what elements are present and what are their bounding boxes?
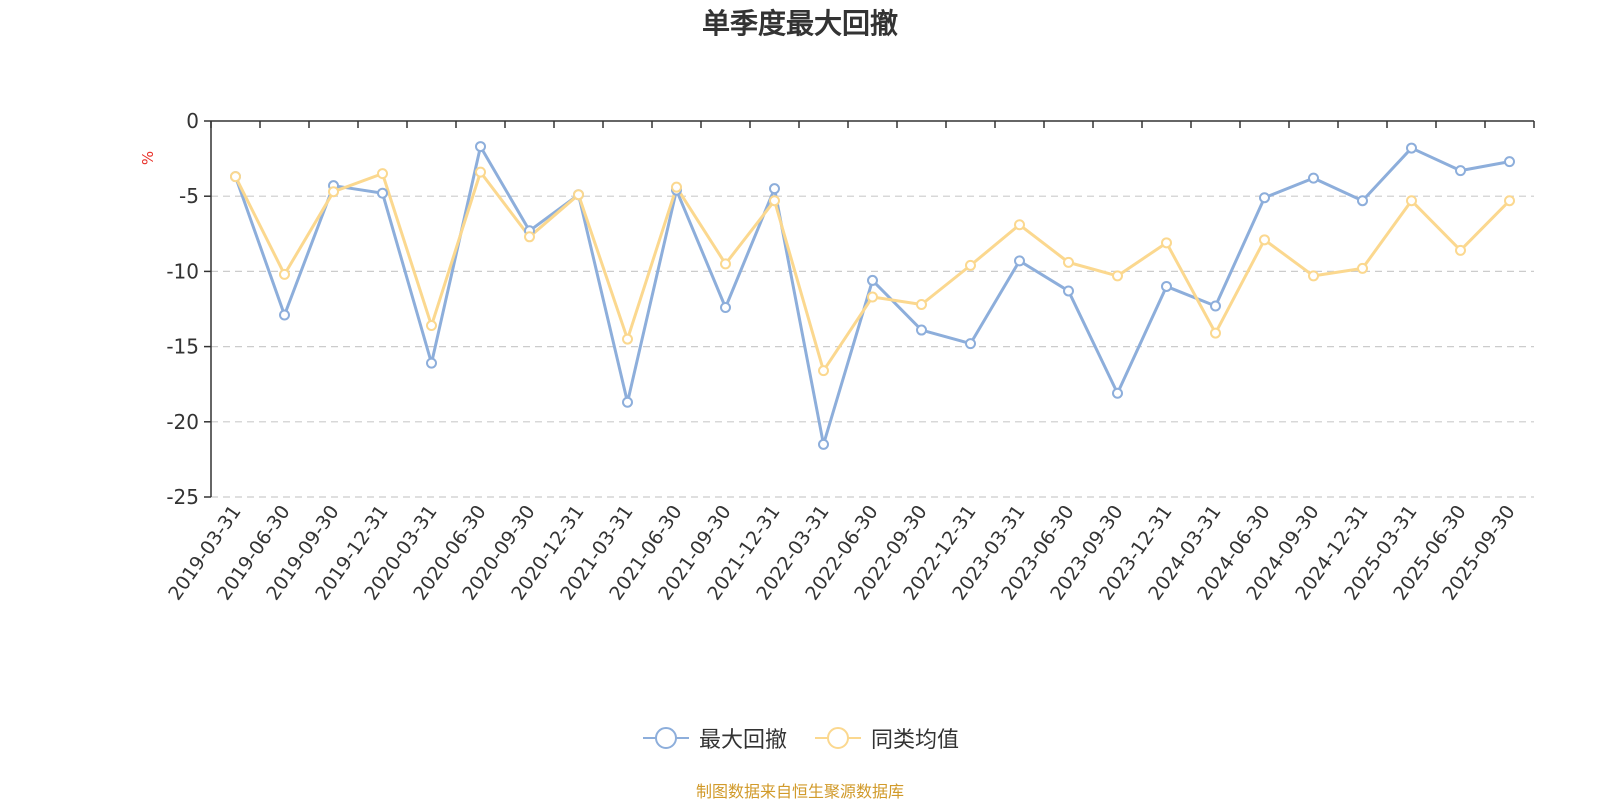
y-tick-label: -10 xyxy=(166,259,199,283)
data-point-series-2 xyxy=(671,181,682,193)
data-point-series-1 xyxy=(769,183,780,195)
data-point-series-1 xyxy=(1014,255,1025,267)
data-point-series-2 xyxy=(916,298,927,310)
data-point-series-1 xyxy=(1161,280,1172,292)
data-point-series-1 xyxy=(965,338,976,350)
data-point-series-1 xyxy=(1112,387,1123,399)
legend-item-max-drawdown[interactable]: 最大回撤 xyxy=(641,722,787,754)
data-point-series-2 xyxy=(524,231,535,243)
data-point-series-1 xyxy=(377,187,388,199)
data-point-series-2 xyxy=(1259,234,1270,246)
series-lines xyxy=(230,141,1515,450)
data-point-series-2 xyxy=(720,258,731,270)
y-axis-label: % xyxy=(139,151,157,165)
legend-label-peer-average: 同类均值 xyxy=(871,728,960,753)
chart-title: 单季度最大回撤 xyxy=(701,7,898,40)
data-point-series-1 xyxy=(475,141,486,153)
data-point-series-2 xyxy=(1308,270,1319,282)
data-point-series-1 xyxy=(426,357,437,369)
data-point-series-1 xyxy=(622,396,633,408)
data-point-series-2 xyxy=(769,195,780,207)
data-point-series-1 xyxy=(1259,192,1270,204)
legend-item-peer-average[interactable]: 同类均值 xyxy=(813,722,959,754)
data-point-series-1 xyxy=(720,301,731,313)
data-point-series-1 xyxy=(1455,165,1466,177)
data-point-series-2 xyxy=(1210,327,1221,339)
data-point-series-1 xyxy=(1063,285,1074,297)
data-point-series-1 xyxy=(818,438,829,450)
data-point-series-2 xyxy=(1014,219,1025,231)
data-point-series-2 xyxy=(622,333,633,345)
data-point-series-1 xyxy=(279,309,290,321)
data-point-series-2 xyxy=(475,166,486,178)
y-tick-label: 0 xyxy=(186,109,199,133)
source-note: 制图数据来自恒生聚源数据库 xyxy=(695,782,904,801)
legend: 最大回撤 同类均值 xyxy=(0,722,1600,754)
legend-marker-max-drawdown xyxy=(642,727,689,749)
data-point-series-2 xyxy=(1406,195,1417,207)
legend-label-max-drawdown: 最大回撤 xyxy=(698,728,787,753)
grid-lines xyxy=(211,195,1534,498)
data-point-series-1 xyxy=(1357,195,1368,207)
data-point-series-1 xyxy=(1210,300,1221,312)
data-point-series-2 xyxy=(965,259,976,271)
y-tick-label: -25 xyxy=(166,485,199,509)
data-point-series-1 xyxy=(916,324,927,336)
data-point-series-2 xyxy=(426,320,437,332)
data-point-series-1 xyxy=(1504,156,1515,168)
y-tick-label: -5 xyxy=(179,184,199,208)
data-point-series-2 xyxy=(230,171,241,183)
data-point-series-2 xyxy=(1063,256,1074,268)
data-point-series-2 xyxy=(1357,262,1368,274)
data-point-series-2 xyxy=(328,186,339,198)
legend-marker-peer-average xyxy=(815,727,861,749)
data-point-series-2 xyxy=(1455,244,1466,256)
data-point-series-2 xyxy=(377,168,388,180)
data-point-series-1 xyxy=(867,274,878,286)
data-point-series-2 xyxy=(1112,270,1123,282)
data-point-series-1 xyxy=(1406,142,1417,154)
data-point-series-2 xyxy=(818,365,829,377)
y-tick-label: -20 xyxy=(166,410,199,434)
data-point-series-1 xyxy=(1308,172,1319,184)
data-point-series-2 xyxy=(867,291,878,303)
data-point-series-2 xyxy=(573,189,584,201)
y-tick-label: -15 xyxy=(166,335,199,359)
data-point-series-2 xyxy=(1161,237,1172,249)
data-point-series-2 xyxy=(1504,195,1515,207)
data-point-series-2 xyxy=(279,268,290,280)
